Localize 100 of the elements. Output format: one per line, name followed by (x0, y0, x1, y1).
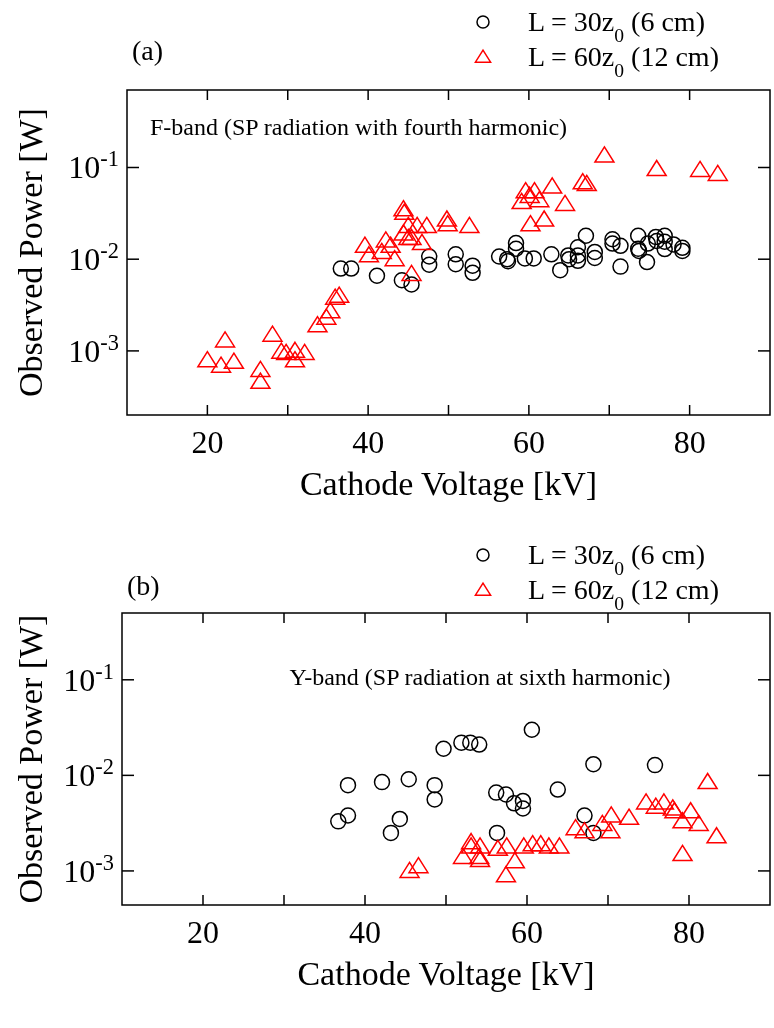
y-tick-label: 10$^{-3}$ (68, 329, 119, 369)
y-tick-label: 10$^{-3}$ (63, 849, 114, 889)
point (426, 776, 443, 794)
point (339, 807, 357, 824)
point (549, 837, 570, 854)
point (574, 821, 595, 839)
x-tick-label: 60 (511, 914, 543, 950)
point (284, 341, 306, 359)
point (612, 237, 629, 255)
point (250, 360, 271, 378)
point (680, 801, 701, 819)
annotation: Y-band (SP radiation at sixth harmonic) (289, 664, 671, 690)
point (354, 236, 376, 254)
point (197, 350, 218, 368)
point (549, 781, 567, 798)
point (511, 192, 532, 210)
point (307, 315, 328, 333)
point (656, 233, 673, 250)
point (411, 233, 433, 251)
point (416, 216, 438, 234)
point (576, 174, 597, 192)
point (393, 199, 414, 217)
point (594, 146, 615, 163)
point (672, 812, 693, 829)
point (554, 194, 576, 212)
point (533, 210, 555, 227)
point (551, 261, 569, 279)
point (487, 784, 505, 801)
point (496, 837, 517, 854)
y-tick-label: 10$^{-1}$ (63, 658, 114, 698)
point (373, 773, 391, 791)
point (403, 276, 420, 293)
point (371, 242, 393, 260)
point (601, 806, 622, 823)
point (490, 248, 508, 265)
point (214, 331, 236, 348)
point (707, 164, 728, 182)
point (462, 734, 479, 751)
x-tick-label: 80 (673, 424, 706, 460)
point (618, 808, 640, 825)
point (436, 210, 458, 227)
point (505, 795, 523, 812)
point (398, 216, 419, 234)
chart-title: (b) (127, 570, 160, 601)
point (497, 786, 515, 803)
point (210, 356, 232, 373)
point (294, 343, 315, 361)
point (391, 810, 409, 828)
point (514, 800, 532, 817)
point (223, 352, 245, 370)
point (604, 235, 621, 252)
x-tick-label: 80 (673, 914, 705, 950)
point (375, 231, 397, 248)
point (380, 236, 401, 254)
point (523, 721, 541, 739)
point (541, 177, 563, 194)
point (672, 844, 693, 862)
point (453, 734, 470, 751)
point (426, 791, 443, 808)
point (399, 861, 420, 879)
point (470, 736, 488, 753)
point (569, 247, 587, 264)
point (452, 847, 474, 865)
point (488, 824, 506, 842)
y-axis-title: Observed Power [W] (12, 108, 49, 397)
point (507, 240, 525, 257)
point (330, 813, 347, 830)
point (689, 160, 711, 178)
point (586, 249, 604, 267)
point (343, 260, 360, 277)
point (394, 203, 415, 221)
point (504, 851, 526, 869)
x-tick-label: 20 (187, 914, 219, 950)
point (646, 159, 667, 177)
point (612, 258, 629, 275)
point (586, 243, 604, 261)
point (648, 232, 665, 250)
point (585, 824, 602, 842)
point (560, 247, 577, 264)
point (401, 264, 422, 282)
point (393, 224, 414, 241)
point (604, 231, 621, 248)
point (324, 288, 346, 305)
point (358, 246, 380, 263)
point (420, 256, 438, 273)
point (656, 227, 673, 245)
point (339, 776, 357, 794)
point (420, 248, 438, 265)
point (447, 246, 464, 263)
point (638, 253, 656, 271)
point (520, 214, 541, 232)
point (577, 227, 595, 245)
x-tick-label: 40 (349, 914, 381, 950)
point (514, 792, 532, 810)
point (393, 271, 411, 289)
point (382, 824, 400, 842)
point (464, 264, 481, 282)
point (569, 239, 587, 256)
point (271, 342, 292, 359)
point (635, 793, 657, 810)
